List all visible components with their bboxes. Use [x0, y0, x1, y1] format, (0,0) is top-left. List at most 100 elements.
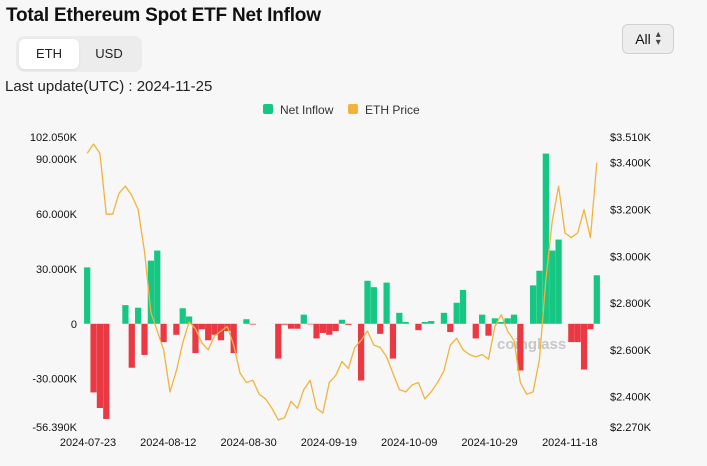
y-right-tick-label: $2.800K: [610, 298, 652, 310]
x-tick-label: 2024-08-30: [220, 437, 276, 449]
inflow-bar[interactable]: [491, 318, 499, 324]
inflow-bar[interactable]: [103, 323, 110, 419]
watermark-text: coinglass: [497, 336, 566, 353]
x-tick-label: 2024-10-09: [381, 437, 437, 449]
inflow-bar[interactable]: [345, 323, 352, 325]
inflow-bar[interactable]: [364, 280, 371, 324]
inflow-bar[interactable]: [147, 260, 155, 324]
last-update-text: Last update(UTC) : 2024-11-25: [5, 78, 213, 95]
y-right-tick-label: $3.510K: [610, 132, 652, 144]
inflow-bar[interactable]: [128, 323, 135, 368]
inflow-bar[interactable]: [192, 323, 199, 354]
axis-ticks: 102.050K 90.000K 60.000K 30.000K 0 -30.000K -5…: [30, 132, 652, 449]
inflow-bar[interactable]: [383, 282, 390, 324]
inflow-bar[interactable]: [389, 323, 397, 359]
inflow-bar[interactable]: [377, 323, 384, 334]
inflow-bar[interactable]: [549, 250, 556, 324]
inflow-bar[interactable]: [96, 323, 104, 408]
inflow-bar[interactable]: [555, 239, 562, 324]
y-right-tick-label: $2.400K: [610, 392, 652, 404]
inflow-bar[interactable]: [415, 323, 422, 331]
inflow-bar[interactable]: [249, 323, 256, 325]
inflow-bar[interactable]: [517, 323, 524, 371]
legend-swatch-net-inflow: [263, 104, 273, 114]
inflow-bar[interactable]: [179, 308, 186, 324]
x-tick-label: 2024-08-12: [140, 437, 196, 449]
inflow-bar[interactable]: [428, 321, 435, 324]
inflow-bar[interactable]: [160, 323, 167, 343]
y-left-tick-label: -30.000K: [32, 374, 77, 386]
inflow-bar[interactable]: [402, 321, 409, 324]
line-series: [86, 143, 598, 421]
inflow-bar[interactable]: [587, 323, 594, 330]
range-select-value: All: [635, 31, 651, 47]
bar-series: [84, 153, 600, 419]
inflow-bar[interactable]: [574, 323, 581, 343]
inflow-bar[interactable]: [370, 287, 377, 324]
inflow-bar[interactable]: [593, 275, 600, 324]
inflow-bar[interactable]: [510, 314, 518, 324]
inflow-bar[interactable]: [580, 323, 588, 370]
inflow-bar[interactable]: [459, 289, 467, 324]
inflow-bar[interactable]: [198, 323, 205, 330]
legend-label-eth-price[interactable]: ETH Price: [365, 103, 420, 117]
inflow-bar[interactable]: [326, 323, 333, 335]
inflow-bar[interactable]: [287, 323, 295, 329]
unit-option-eth[interactable]: ETH: [19, 39, 79, 69]
inflow-bar[interactable]: [135, 307, 142, 324]
unit-option-usd[interactable]: USD: [95, 46, 123, 61]
legend-label-net-inflow[interactable]: Net Inflow: [280, 103, 334, 117]
y-left-tick-label: 0: [71, 319, 77, 331]
inflow-bar[interactable]: [568, 323, 575, 343]
inflow-bar[interactable]: [307, 323, 314, 325]
inflow-bar[interactable]: [479, 314, 486, 324]
chevron-up-down-icon: ▴ ▾: [655, 29, 661, 48]
inflow-bar[interactable]: [217, 323, 225, 341]
inflow-bar[interactable]: [421, 321, 428, 324]
eth-price-line[interactable]: [86, 143, 598, 421]
inflow-bar[interactable]: [294, 323, 301, 329]
inflow-bar[interactable]: [275, 323, 282, 359]
inflow-bar[interactable]: [529, 285, 537, 324]
x-tick-label: 2024-07-23: [60, 437, 116, 449]
page-title: Total Ethereum Spot ETF Net Inflow: [6, 5, 321, 26]
inflow-bar[interactable]: [300, 314, 307, 324]
inflow-bar[interactable]: [447, 323, 454, 333]
y-right-tick-label: $2.600K: [610, 345, 652, 357]
inflow-bar[interactable]: [281, 323, 288, 325]
inflow-bar[interactable]: [472, 323, 479, 339]
inflow-bar[interactable]: [542, 153, 549, 324]
inflow-bar[interactable]: [122, 305, 129, 324]
inflow-bar[interactable]: [440, 312, 448, 324]
y-left-tick-label: 60.000K: [36, 209, 78, 221]
inflow-bar[interactable]: [332, 323, 339, 332]
inflow-bar[interactable]: [504, 318, 511, 324]
y-right-tick-label: $3.200K: [610, 205, 652, 217]
inflow-bar[interactable]: [154, 250, 161, 324]
inflow-bar[interactable]: [211, 323, 218, 335]
inflow-bar[interactable]: [185, 316, 193, 324]
inflow-bar[interactable]: [205, 323, 212, 341]
inflow-bar[interactable]: [338, 319, 346, 324]
inflow-bar[interactable]: [536, 270, 543, 324]
inflow-bar[interactable]: [313, 323, 320, 339]
inflow-bar[interactable]: [319, 323, 327, 333]
inflow-bar[interactable]: [453, 302, 460, 324]
inflow-bar[interactable]: [243, 319, 250, 324]
inflow-bar[interactable]: [141, 323, 148, 355]
unit-toggle: ETH USD: [16, 36, 142, 72]
y-right-tick-label: $3.400K: [610, 158, 652, 170]
y-left-tick-label: -56.390K: [32, 422, 77, 434]
inflow-bar[interactable]: [84, 267, 91, 324]
x-tick-label: 2024-09-19: [301, 437, 357, 449]
range-select[interactable]: All ▴ ▾: [622, 24, 674, 54]
inflow-bar[interactable]: [173, 323, 180, 335]
inflow-bar[interactable]: [90, 323, 97, 393]
chart-legend: Net Inflow ETH Price: [263, 103, 420, 117]
inflow-bar[interactable]: [357, 323, 365, 381]
inflow-bar[interactable]: [485, 323, 492, 336]
inflow-bar[interactable]: [230, 323, 237, 354]
inflow-bar[interactable]: [396, 312, 403, 324]
inflow-bar[interactable]: [498, 321, 505, 324]
